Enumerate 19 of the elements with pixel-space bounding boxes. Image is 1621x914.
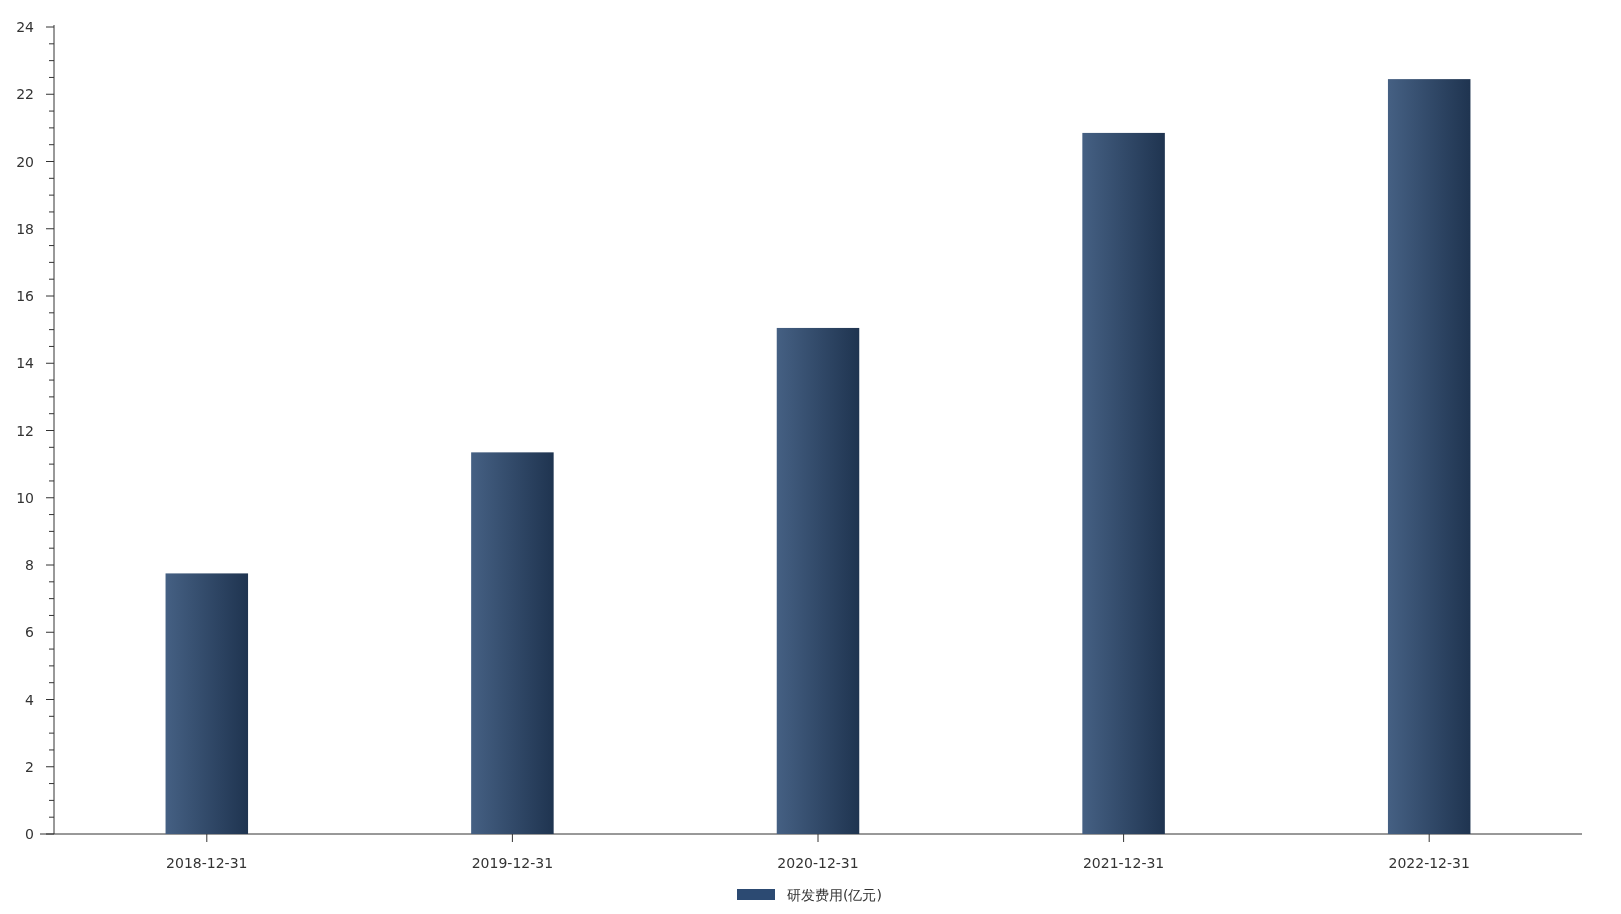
y-tick-label: 18 xyxy=(16,220,34,237)
y-tick-label: 20 xyxy=(16,153,34,170)
y-tick-label: 2 xyxy=(25,758,34,775)
x-tick-label: 2022-12-31 xyxy=(1388,855,1470,871)
y-tick-label: 6 xyxy=(25,624,35,641)
y-tick-label: 4 xyxy=(25,691,35,708)
y-tick-label: 8 xyxy=(25,557,34,573)
y-tick-label: 24 xyxy=(16,19,35,35)
x-tick-label: 2019-12-31 xyxy=(471,855,554,871)
y-tick-label: 22 xyxy=(16,86,34,103)
y-tick-label: 14 xyxy=(16,355,35,372)
y-tick-label: 16 xyxy=(16,288,35,304)
y-tick-label: 12 xyxy=(16,422,34,439)
legend-label: 研发费用(亿元) xyxy=(787,887,882,903)
x-tick-label: 2018-12-31 xyxy=(166,855,248,871)
y-tick-label: 0 xyxy=(25,826,34,842)
y-tick-label: 10 xyxy=(16,489,34,506)
x-tick-label: 2021-12-31 xyxy=(1082,855,1165,871)
x-tick-label: 2020-12-31 xyxy=(777,855,859,871)
